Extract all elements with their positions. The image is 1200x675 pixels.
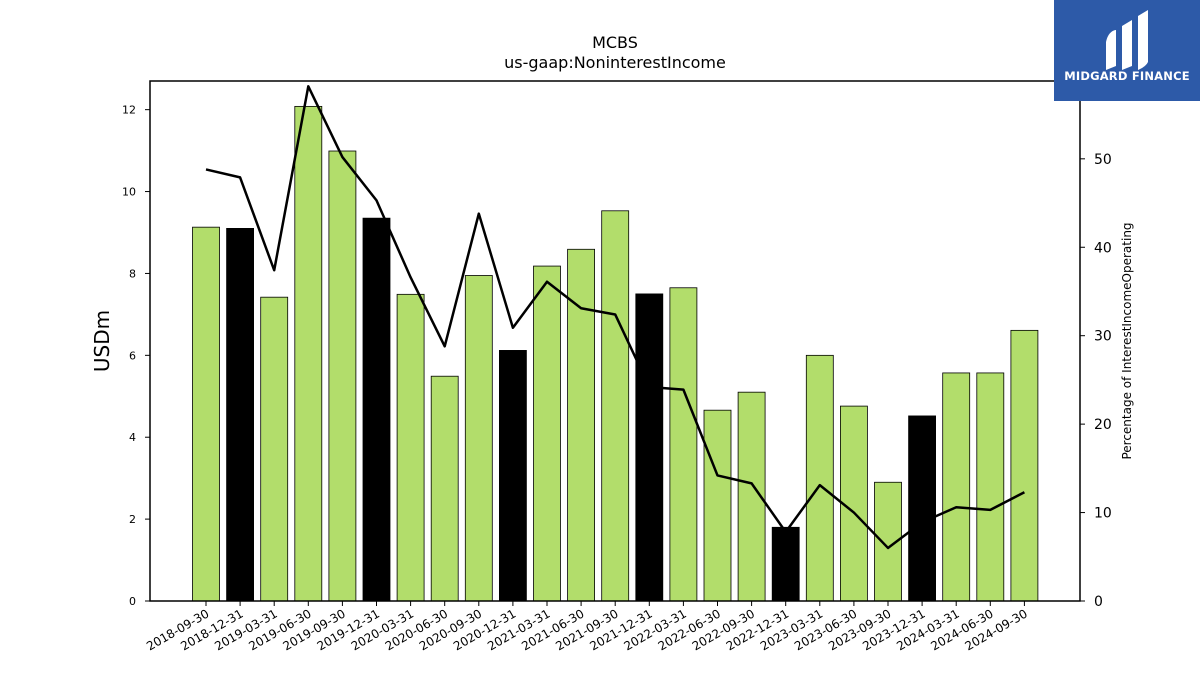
y-axis-label: USDm (90, 310, 114, 372)
bar-2019-12-31 (362, 217, 391, 602)
bar-2023-06-30 (840, 405, 868, 602)
y-tick-label: 10 (122, 186, 136, 199)
y2-tick-label: 10 (1094, 506, 1112, 522)
series-line (205, 85, 1025, 550)
brand-name: MIDGARD FINANCE (1064, 69, 1190, 83)
chart-subtitle: us-gaap:NoninterestIncome (504, 53, 726, 72)
y-tick-label: 2 (129, 513, 136, 526)
bar-2024-03-31 (942, 372, 971, 602)
y-tick-label: 4 (129, 431, 136, 444)
line-layer (205, 85, 1025, 550)
y2-axis-label: Percentage of InterestIncomeOperating (1120, 222, 1134, 459)
y-tick-label: 8 (129, 267, 136, 280)
bar-2021-12-31 (635, 293, 664, 602)
bar-2018-12-31 (226, 228, 255, 602)
bar-2021-09-30 (601, 210, 630, 602)
brand-logo: MIDGARD FINANCE (1054, 0, 1200, 101)
y-tick-label: 6 (129, 349, 136, 362)
bar-2020-03-31 (396, 293, 425, 602)
bar-layer (192, 105, 1039, 602)
y-tick-label: 0 (129, 595, 136, 608)
chart-title: MCBS (592, 33, 638, 52)
bar-2023-03-31 (805, 354, 834, 602)
bar-2023-12-31 (908, 415, 936, 602)
y2-tick-label: 40 (1094, 240, 1112, 256)
y-tick-label: 12 (122, 104, 136, 117)
bar-2024-06-30 (976, 372, 1005, 602)
bar-2019-03-31 (260, 296, 289, 602)
bar-2021-03-31 (533, 265, 561, 602)
y2-tick-label: 50 (1094, 152, 1112, 168)
bar-2020-06-30 (430, 375, 459, 602)
y2-tick-label: 30 (1094, 329, 1112, 345)
bar-2020-09-30 (464, 275, 493, 602)
bar-2022-12-31 (771, 526, 800, 602)
logo-mark-icon (1106, 10, 1148, 70)
y2-tick-label: 20 (1094, 417, 1112, 433)
bar-2022-03-31 (669, 287, 698, 602)
bar-2020-12-31 (498, 350, 527, 602)
bar-2018-09-30 (192, 226, 220, 602)
y2-tick-label: 0 (1094, 594, 1103, 610)
bar-2019-09-30 (328, 150, 357, 602)
bar-2022-06-30 (703, 409, 732, 602)
bar-2024-09-30 (1010, 329, 1039, 602)
bar-2019-06-30 (294, 105, 323, 602)
